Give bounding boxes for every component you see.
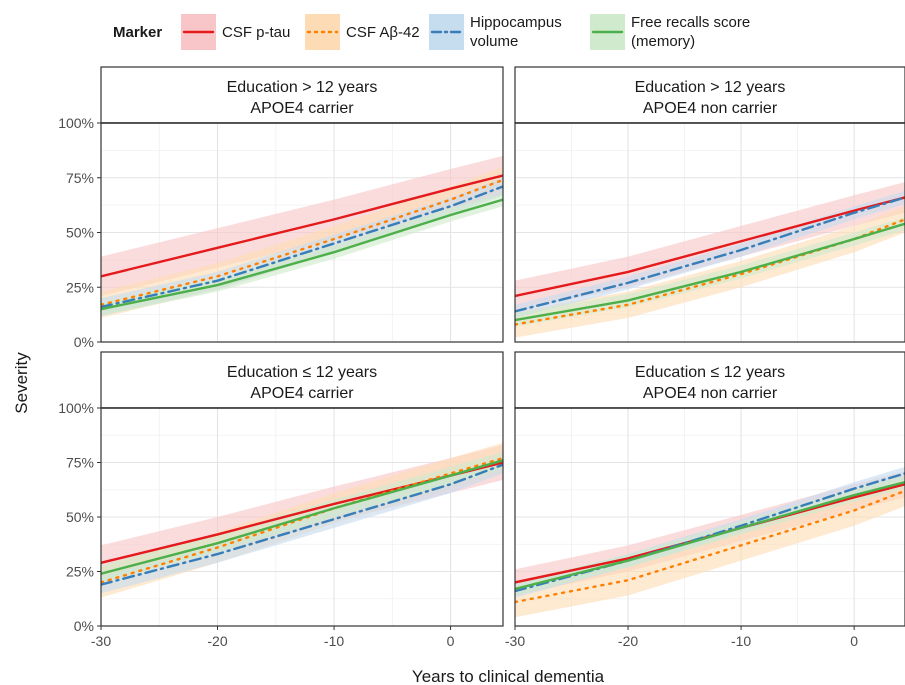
series-line <box>101 178 503 306</box>
x-tick-label: 0 <box>850 633 858 649</box>
legend-title: Marker <box>113 24 162 41</box>
panel-strip-label: Education ≤ 12 years <box>635 364 785 381</box>
panel-strip <box>100 66 504 124</box>
panel-1: Education > 12 years APOE4 carrier 0% 25% 50… <box>58 66 504 350</box>
legend-entry: CSF p-tau <box>181 14 290 50</box>
y-tick-label: 75% <box>66 170 94 186</box>
panel-border <box>514 122 905 343</box>
legend: Marker CSF p-tau CSF Aβ-42 Hippocampus volum… <box>113 14 750 50</box>
series-line <box>515 222 905 322</box>
y-tick-label: 0% <box>74 618 94 634</box>
y-tick-label: 0% <box>74 334 94 350</box>
legend-label: Free recalls score <box>631 14 750 31</box>
series-line <box>515 196 905 298</box>
legend-label: (memory) <box>631 33 695 50</box>
x-tick-label: 0 <box>447 633 455 649</box>
series-line <box>515 489 905 604</box>
panel-strip-label: APOE4 carrier <box>250 385 354 402</box>
panel-strip-label: APOE4 non carrier <box>643 385 778 402</box>
panel-strip <box>100 351 504 409</box>
series-line <box>515 196 905 313</box>
legend-entry: Free recalls score (memory) <box>590 14 750 50</box>
chart-panels: Education > 12 years APOE4 carrier 0% 25% 50… <box>58 66 905 649</box>
confidence-band <box>515 217 905 327</box>
panel-strip-label: Education > 12 years <box>635 79 786 96</box>
panel-strip-label: Education ≤ 12 years <box>227 364 377 381</box>
y-axis-title: Severity <box>12 352 31 414</box>
panel-4: Education ≤ 12 years APOE4 non carrier -30… <box>505 351 905 649</box>
series-lines <box>515 196 905 326</box>
y-tick-label: 100% <box>58 400 94 416</box>
y-tick-label: 50% <box>66 225 94 241</box>
x-tick-label: -30 <box>505 633 525 649</box>
panel-strip-label: Education > 12 years <box>227 79 378 96</box>
legend-entry: Hippocampus volume <box>429 14 562 50</box>
legend-label: Hippocampus <box>470 14 562 31</box>
panel-strip-label: APOE4 carrier <box>250 100 354 117</box>
series-line <box>101 174 503 278</box>
x-tick-label: -30 <box>91 633 111 649</box>
series-line <box>101 459 503 575</box>
legend-entry: CSF Aβ-42 <box>305 14 420 50</box>
legend-label: volume <box>470 33 518 50</box>
series-lines <box>101 174 503 311</box>
confidence-band <box>515 182 905 312</box>
series-line <box>101 456 503 584</box>
panel-3: Education ≤ 12 years APOE4 carrier 0% 25% 50… <box>58 351 504 649</box>
series-lines <box>515 472 905 604</box>
legend-label: CSF p-tau <box>222 24 290 41</box>
legend-label: CSF Aβ-42 <box>346 24 420 41</box>
x-tick-label: -10 <box>731 633 751 649</box>
series-line <box>515 218 905 326</box>
panel-2: Education > 12 years APOE4 non carrier <box>514 66 905 343</box>
panel-strip <box>514 66 905 124</box>
series-line <box>101 185 503 309</box>
x-tick-label: -20 <box>618 633 638 649</box>
y-tick-label: 100% <box>58 115 94 131</box>
panel-border <box>514 407 905 627</box>
x-tick-label: -20 <box>207 633 227 649</box>
series-lines <box>101 456 503 586</box>
series-line <box>101 463 503 586</box>
series-line <box>515 480 905 591</box>
confidence-band <box>101 177 503 316</box>
confidence-band <box>101 155 503 297</box>
y-tick-label: 75% <box>66 455 94 471</box>
panel-strip-label: APOE4 non carrier <box>643 100 778 117</box>
series-line <box>101 198 503 311</box>
y-tick-label: 50% <box>66 509 94 525</box>
x-tick-label: -10 <box>324 633 344 649</box>
y-tick-label: 25% <box>66 564 94 580</box>
x-axis-title: Years to clinical dementia <box>412 667 605 685</box>
y-tick-label: 25% <box>66 279 94 295</box>
panel-strip <box>514 351 905 409</box>
